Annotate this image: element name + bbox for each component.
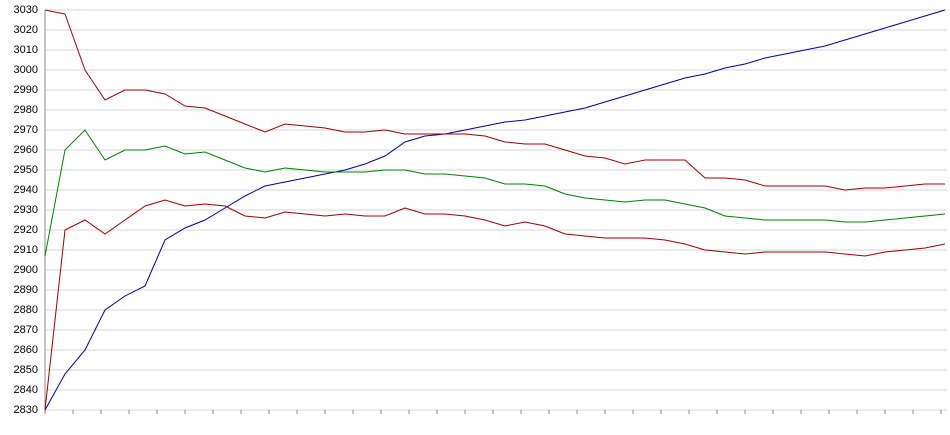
y-tick-label: 2850: [14, 364, 38, 376]
y-tick-label: 2830: [14, 404, 38, 416]
y-tick-label: 2920: [14, 224, 38, 236]
y-tick-label: 3020: [14, 24, 38, 36]
y-tick-label: 2950: [14, 164, 38, 176]
y-tick-label: 3010: [14, 44, 38, 56]
y-tick-label: 2840: [14, 384, 38, 396]
series-line: [44, 9, 946, 411]
y-tick-label: 2930: [14, 204, 38, 216]
y-tick-label: 2870: [14, 324, 38, 336]
y-tick-label: 3000: [14, 64, 38, 76]
y-tick-label: 2940: [14, 184, 38, 196]
y-tick-label: 2880: [14, 304, 38, 316]
series-line: [44, 199, 946, 411]
y-tick-label: 2900: [14, 264, 38, 276]
y-tick-label: 2890: [14, 284, 38, 296]
y-tick-label: 3030: [14, 4, 38, 16]
y-tick-label: 2960: [14, 144, 38, 156]
y-tick-label: 2910: [14, 244, 38, 256]
y-tick-label: 2970: [14, 124, 38, 136]
series-line: [44, 9, 945, 191]
series-line: [44, 129, 946, 257]
y-tick-label: 2990: [14, 84, 38, 96]
y-tick-label: 2980: [14, 104, 38, 116]
y-tick-label: 2860: [14, 344, 38, 356]
